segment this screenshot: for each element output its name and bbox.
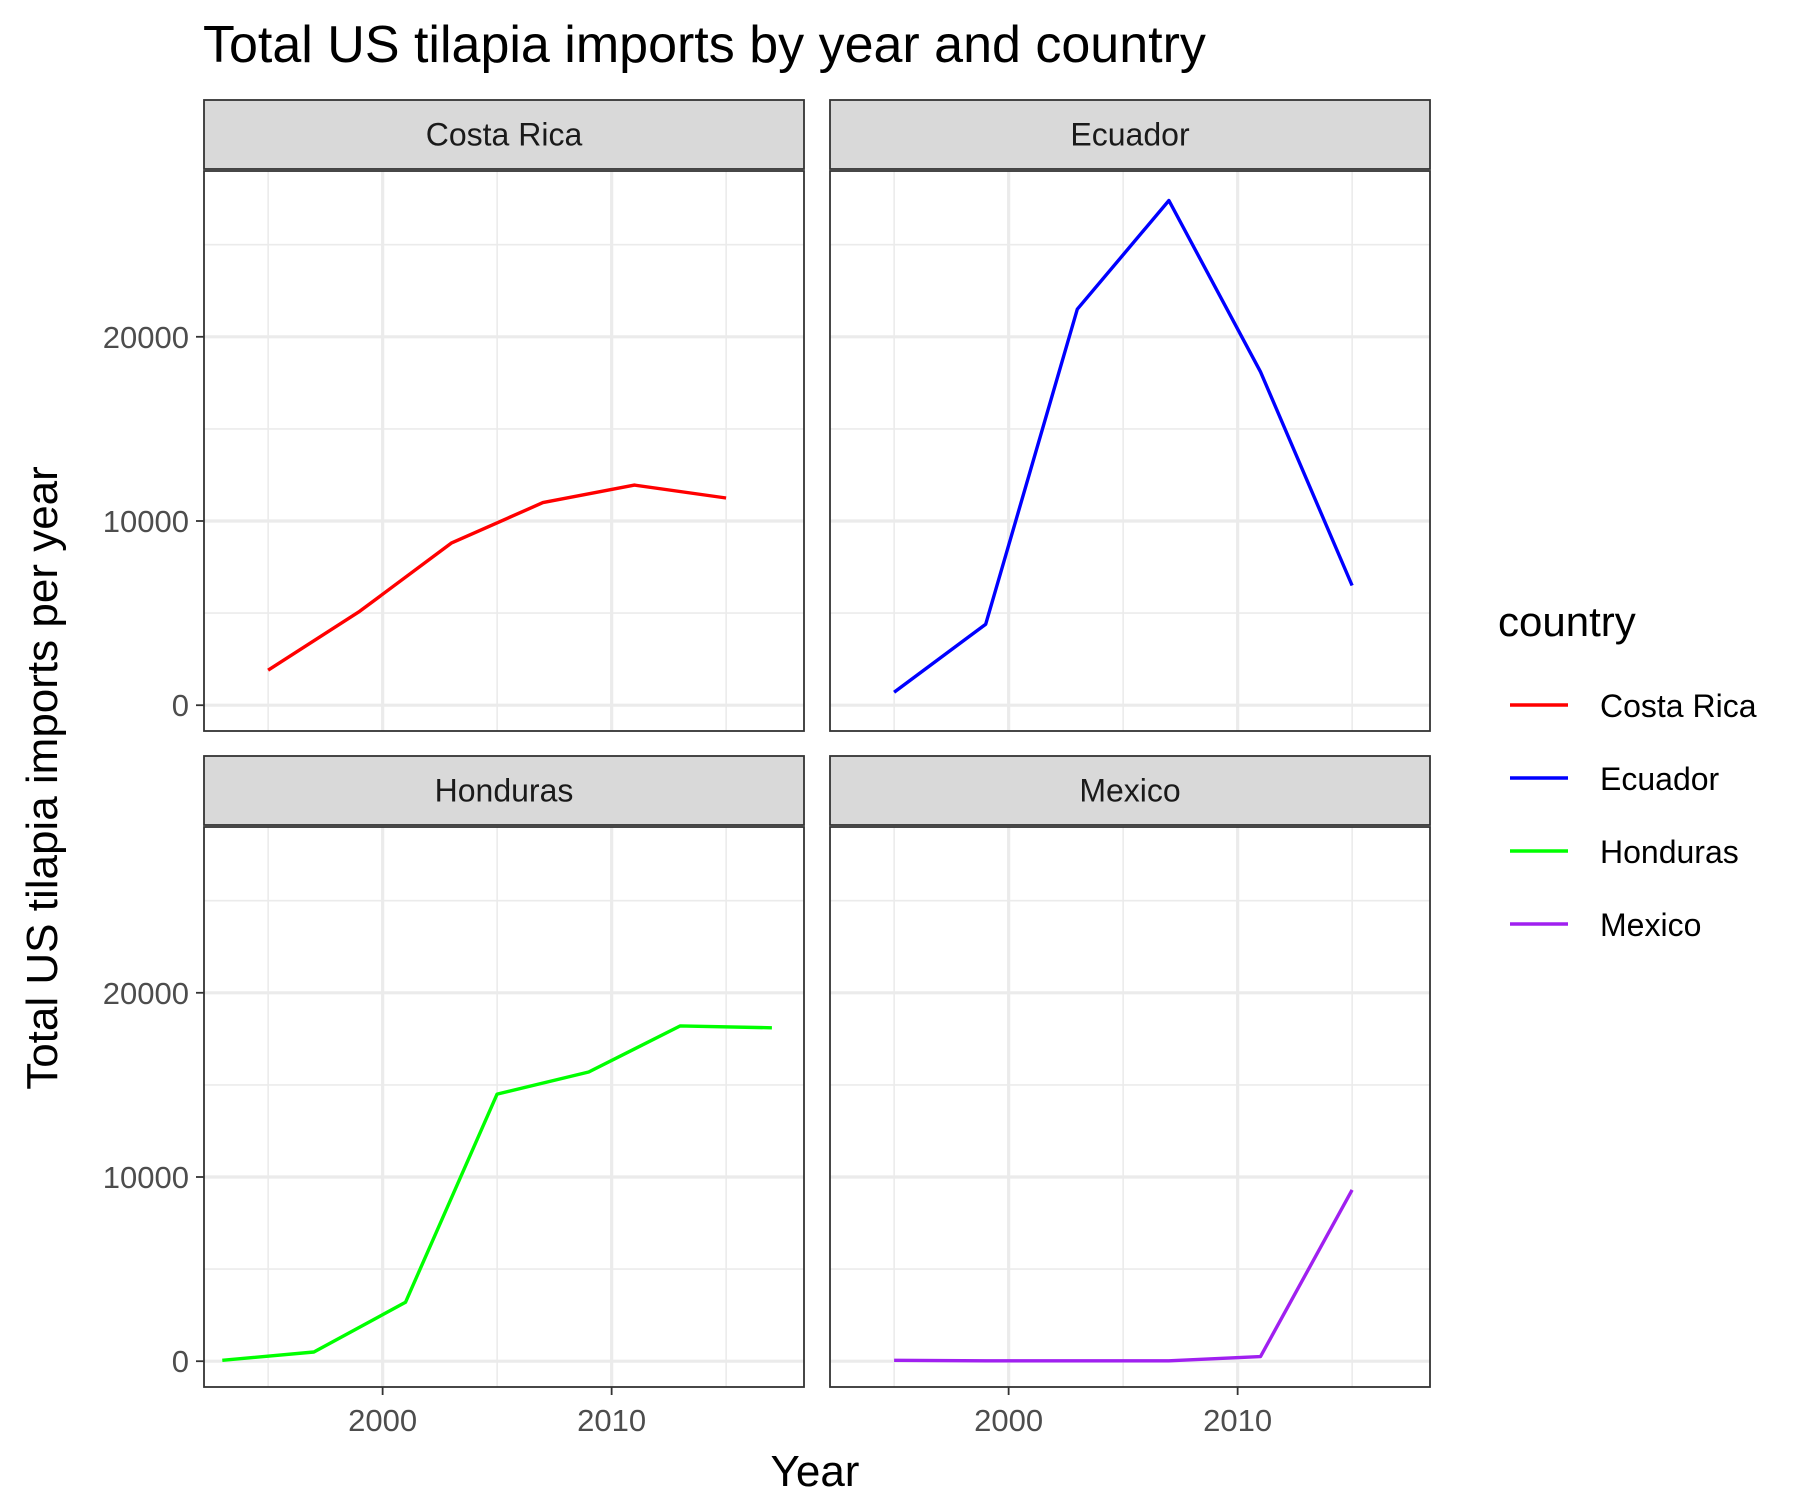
y-tick-label: 20000 xyxy=(103,976,189,1011)
panel-border xyxy=(829,170,1431,732)
legend-item-ecuador: Ecuador xyxy=(1510,761,1720,797)
legend-label-honduras: Honduras xyxy=(1600,834,1739,870)
legend-item-costa-rica: Costa Rica xyxy=(1510,688,1757,724)
panel-border xyxy=(829,826,1431,1388)
legend-items: Costa Rica Ecuador Honduras Mexico xyxy=(1510,688,1757,943)
strip-mexico xyxy=(829,755,1431,826)
panel-mexico: Mexico 2000 2010 xyxy=(829,755,1431,1438)
panel-background xyxy=(204,171,804,731)
strip-label-mexico: Mexico xyxy=(1079,773,1180,809)
x-tick-label: 2000 xyxy=(974,1403,1043,1438)
strip-label-costa-rica: Costa Rica xyxy=(426,117,583,153)
legend-label-ecuador: Ecuador xyxy=(1600,761,1720,797)
strip-honduras xyxy=(203,755,805,826)
x-tick-label: 2000 xyxy=(348,1403,417,1438)
series-line-ecuador xyxy=(893,198,1354,694)
legend-label-mexico: Mexico xyxy=(1600,907,1701,943)
panel-ecuador: Ecuador xyxy=(829,99,1431,732)
panel-background xyxy=(830,827,1430,1387)
panel-border xyxy=(203,826,805,1388)
y-tick-label: 0 xyxy=(172,688,189,723)
y-tick-label: 10000 xyxy=(103,1160,189,1195)
legend-item-mexico: Mexico xyxy=(1510,907,1701,943)
series-line-honduras xyxy=(222,1024,772,1362)
panel-costa-rica: Costa Rica 0 10000 20000 xyxy=(103,99,805,732)
x-tick-label: 2010 xyxy=(1203,1403,1272,1438)
panel-background xyxy=(204,827,804,1387)
legend-item-honduras: Honduras xyxy=(1510,834,1739,870)
y-tick-label: 10000 xyxy=(103,504,189,539)
strip-label-honduras: Honduras xyxy=(435,773,574,809)
facet-panels: Costa Rica 0 10000 20000 Ecuador Honduras 0 100… xyxy=(103,99,1431,1438)
strip-label-ecuador: Ecuador xyxy=(1070,117,1190,153)
x-axis-title: Year xyxy=(771,1447,860,1496)
y-axis-title: Total US tilapia imports per year xyxy=(18,466,67,1090)
y-tick-label: 0 xyxy=(172,1344,189,1379)
y-tick-label: 20000 xyxy=(103,320,189,355)
strip-ecuador xyxy=(829,99,1431,170)
legend: country Costa Rica Ecuador Honduras Mexico xyxy=(1498,598,1757,943)
strip-costa-rica xyxy=(203,99,805,170)
legend-title: country xyxy=(1498,598,1636,645)
x-tick-label: 2010 xyxy=(577,1403,646,1438)
panel-honduras: Honduras 0 10000 20000 2000 2010 xyxy=(103,755,805,1438)
panel-background xyxy=(830,171,1430,731)
chart-title: Total US tilapia imports by year and cou… xyxy=(203,16,1206,74)
series-line-mexico xyxy=(894,1189,1354,1363)
series-line-costa-rica xyxy=(267,483,727,672)
legend-label-costa-rica: Costa Rica xyxy=(1600,688,1757,724)
panel-border xyxy=(203,170,805,732)
